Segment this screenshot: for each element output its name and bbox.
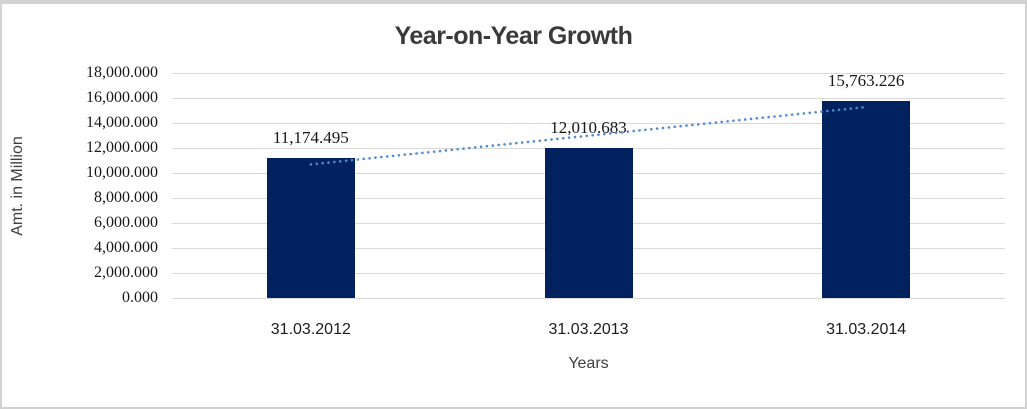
bar — [544, 147, 633, 298]
gridline — [172, 298, 1005, 299]
bar-value-label: 15,763.226 — [827, 70, 905, 90]
gridline — [172, 73, 1005, 74]
y-tick-label: 12,000.000 — [86, 139, 158, 156]
y-tick-label: 6,000.000 — [94, 214, 158, 231]
y-tick-label: 16,000.000 — [86, 89, 158, 106]
y-tick-label: 18,000.000 — [86, 64, 158, 81]
y-tick-label: 8,000.000 — [94, 189, 158, 206]
y-tick-label: 14,000.000 — [86, 114, 158, 131]
x-axis-title: Years — [568, 355, 609, 372]
bar — [822, 100, 911, 298]
x-tick-label: 31.03.2012 — [270, 321, 351, 338]
y-tick-label: 10,000.000 — [86, 164, 158, 181]
x-tick-label: 31.03.2014 — [826, 321, 907, 338]
y-tick-label: 4,000.000 — [94, 239, 158, 256]
bar-value-label: 11,174.495 — [272, 128, 349, 148]
x-tick-label: 31.03.2013 — [548, 321, 629, 338]
bar — [266, 158, 355, 298]
y-tick-label: 0.000 — [122, 289, 158, 306]
y-tick-label: 2,000.000 — [94, 264, 158, 281]
gridline — [172, 98, 1005, 99]
chart-title: Year-on-Year Growth — [394, 22, 633, 50]
bar-value-label: 12,010.683 — [550, 117, 627, 137]
